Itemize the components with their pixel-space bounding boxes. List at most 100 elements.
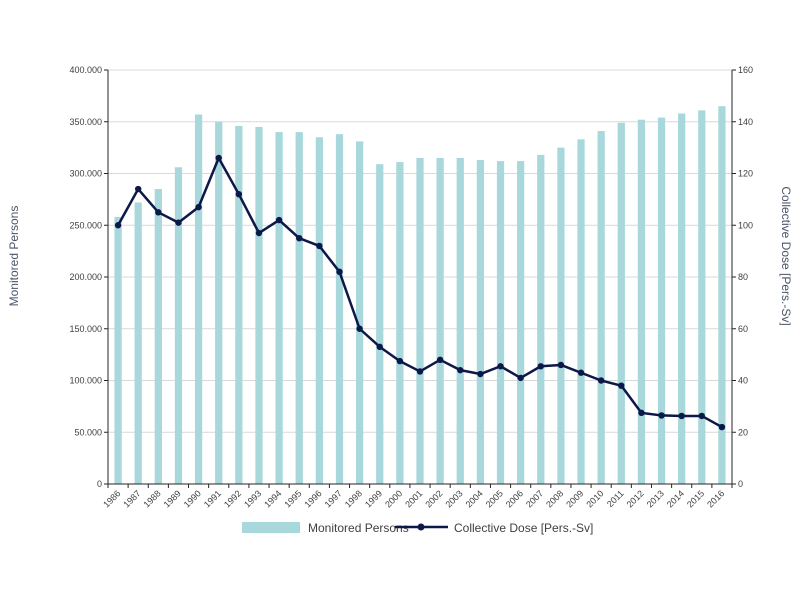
bar-monitored-persons — [557, 147, 565, 484]
y-tick-label: 150.000 — [69, 324, 102, 334]
bar-monitored-persons — [376, 164, 384, 484]
bar-monitored-persons — [215, 121, 223, 484]
point-collective-dose — [477, 370, 484, 378]
y-tick-label: 300.000 — [69, 169, 102, 179]
point-collective-dose — [698, 412, 706, 420]
y2-tick-label: 140 — [738, 117, 753, 127]
legend-label-monitored-persons: Monitored Persons — [308, 521, 409, 535]
x-tick-label: 2001 — [403, 488, 424, 509]
point-collective-dose — [155, 209, 162, 216]
bar-monitored-persons — [456, 157, 464, 484]
y2-tick-label: 100 — [738, 220, 753, 230]
y-tick-label: 200.000 — [69, 272, 102, 282]
bar-monitored-persons — [235, 125, 243, 484]
bar-monitored-persons — [698, 110, 706, 485]
bar-monitored-persons — [335, 134, 344, 485]
bar-monitored-persons — [396, 162, 404, 485]
x-tick-label: 2008 — [544, 488, 565, 509]
point-collective-dose — [416, 368, 424, 375]
x-tick-label: 2002 — [423, 488, 444, 509]
y-tick-label: 400.000 — [69, 65, 102, 75]
bar-monitored-persons — [134, 202, 142, 485]
x-tick-label: 1997 — [323, 488, 344, 509]
point-collective-dose — [336, 268, 343, 276]
y-tick-label: 0 — [97, 479, 102, 489]
legend-swatch-monitored-persons — [242, 522, 300, 533]
x-tick-label: 2000 — [383, 488, 404, 509]
x-tick-label: 1995 — [282, 488, 303, 509]
point-collective-dose — [396, 357, 404, 365]
x-tick-label: 1994 — [262, 488, 283, 509]
bar-monitored-persons — [496, 161, 505, 484]
bar-monitored-persons — [275, 132, 283, 484]
point-collective-dose — [537, 363, 544, 370]
x-tick-label: 2005 — [484, 488, 505, 509]
x-tick-label: 2006 — [504, 488, 525, 509]
x-tick-label: 1999 — [363, 488, 384, 509]
x-tick-label: 1996 — [303, 488, 324, 509]
bar-monitored-persons — [416, 157, 424, 484]
point-collective-dose — [457, 366, 464, 374]
bar-monitored-persons — [295, 132, 303, 484]
x-tick-label: 1992 — [222, 488, 243, 509]
point-collective-dose — [175, 219, 182, 226]
bar-monitored-persons — [577, 139, 585, 484]
y2-tick-label: 40 — [738, 376, 748, 386]
point-collective-dose — [658, 412, 665, 419]
x-tick-label: 2003 — [443, 488, 464, 509]
point-collective-dose — [195, 203, 202, 211]
x-tick-label: 1989 — [162, 488, 183, 509]
axes — [104, 69, 736, 488]
y2-tick-label: 160 — [738, 65, 753, 75]
point-collective-dose — [517, 374, 524, 382]
x-tick-label: 2009 — [564, 488, 585, 509]
point-collective-dose — [356, 325, 363, 332]
bar-monitored-persons — [476, 160, 485, 485]
bar-monitored-persons — [114, 216, 122, 484]
bar-monitored-persons — [617, 122, 625, 484]
tick-labels: 0 0 50.000 20 100.000 40 150.000 60 200.000 80 250… — [69, 65, 753, 510]
x-tick-label: 2004 — [464, 488, 485, 509]
x-tick-label: 1990 — [182, 488, 203, 509]
y-tick-label: 250.000 — [69, 220, 102, 230]
x-tick-label: 1988 — [142, 488, 163, 509]
x-tick-label: 1993 — [242, 488, 263, 509]
point-collective-dose — [638, 409, 645, 417]
y-tick-label: 50.000 — [74, 427, 102, 437]
bar-monitored-persons — [255, 126, 263, 485]
point-collective-dose — [215, 154, 222, 162]
line-series — [114, 154, 726, 431]
x-tick-label: 2007 — [524, 488, 545, 509]
x-tick-label: 1991 — [202, 488, 223, 509]
bar-monitored-persons — [637, 119, 646, 485]
point-collective-dose — [597, 377, 605, 384]
left-axis-title: Monitored Persons — [7, 206, 21, 307]
x-tick-label: 1987 — [121, 488, 142, 509]
bar-monitored-persons — [436, 157, 444, 484]
bar-monitored-persons — [174, 167, 183, 485]
point-collective-dose — [235, 191, 243, 198]
x-tick-label: 2012 — [625, 488, 646, 509]
x-tick-label: 2011 — [605, 488, 626, 509]
y2-tick-label: 0 — [738, 479, 743, 489]
bar-monitored-persons — [315, 137, 323, 484]
bar-monitored-persons — [597, 131, 605, 484]
point-collective-dose — [376, 343, 383, 351]
point-collective-dose — [577, 369, 585, 376]
y2-tick-label: 60 — [738, 324, 748, 334]
point-collective-dose — [316, 242, 323, 250]
point-collective-dose — [557, 361, 565, 369]
point-collective-dose — [497, 363, 504, 370]
bar-monitored-persons — [154, 189, 162, 484]
x-tick-label: 2014 — [665, 488, 686, 509]
point-collective-dose — [678, 412, 685, 420]
x-tick-label: 2010 — [584, 488, 605, 509]
bar-monitored-persons — [718, 106, 726, 484]
y2-tick-label: 120 — [738, 169, 753, 179]
legend-label-collective-dose: Collective Dose [Pers.-Sv] — [454, 521, 593, 535]
x-tick-label: 2015 — [685, 488, 706, 509]
bar-monitored-persons — [657, 117, 666, 485]
legend: Monitored Persons Collective Dose [Pers.… — [242, 521, 593, 535]
